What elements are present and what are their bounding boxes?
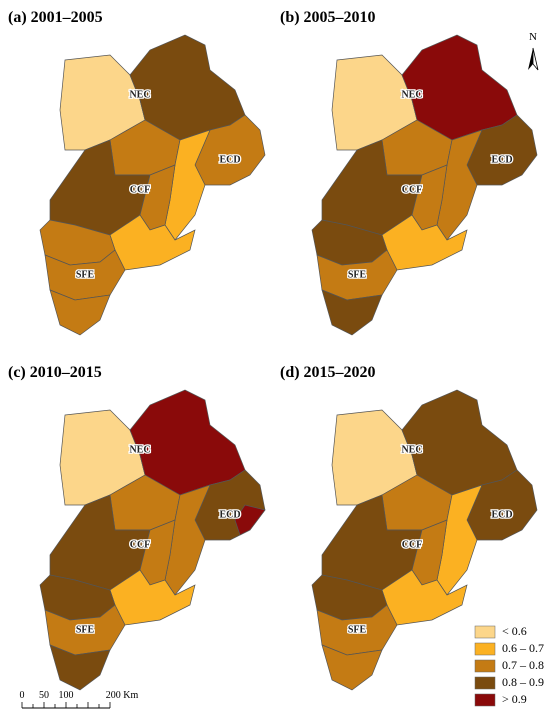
region xyxy=(234,504,266,536)
panel-title: (c) 2010–2015 xyxy=(8,364,102,381)
region-label: SFE xyxy=(76,624,95,635)
region-label: NEC xyxy=(401,444,422,455)
scale-label: 200 Km xyxy=(106,690,139,701)
region-label: ECD xyxy=(219,509,240,520)
legend-label: 0.6 – 0.7 xyxy=(502,641,544,655)
legend-label: 0.7 – 0.8 xyxy=(502,658,544,672)
region-label: ECD xyxy=(491,154,512,165)
region-label: SFE xyxy=(348,624,367,635)
panel-title: (a) 2001–2005 xyxy=(8,9,103,26)
legend-swatch xyxy=(474,693,496,707)
panel-title: (b) 2005–2010 xyxy=(280,9,376,26)
scale-label: 100 xyxy=(59,690,74,701)
map-panel: (c) 2010–2015 NEC CCF ECD SFE xyxy=(8,364,266,691)
north-label: N xyxy=(529,31,537,43)
legend-swatch xyxy=(474,676,496,690)
panel-title: (d) 2015–2020 xyxy=(280,364,376,381)
legend-label: > 0.9 xyxy=(502,692,527,706)
map-panel: (a) 2001–2005 NEC CCF ECD SFE xyxy=(8,9,266,336)
legend-label: < 0.6 xyxy=(502,624,527,638)
legend-swatch xyxy=(474,625,496,639)
north-arrow xyxy=(528,47,539,71)
region-label: CCF xyxy=(130,539,151,550)
region-label: SFE xyxy=(76,269,95,280)
region-label: ECD xyxy=(219,154,240,165)
legend-swatch xyxy=(474,642,496,656)
map-panel: (d) 2015–2020 NEC CCF ECD SFE xyxy=(280,364,538,691)
legend-swatch xyxy=(474,659,496,673)
scale-label: 50 xyxy=(39,690,49,701)
region-label: NEC xyxy=(129,89,150,100)
legend-label: 0.8 – 0.9 xyxy=(502,675,544,689)
region xyxy=(321,644,383,691)
region-label: CCF xyxy=(130,184,151,195)
region-label: CCF xyxy=(402,539,423,550)
region-label: ECD xyxy=(491,509,512,520)
scale-label: 0 xyxy=(20,690,25,701)
map-panel: (b) 2005–2010 NEC CCF ECD SFE xyxy=(280,9,538,336)
region-label: NEC xyxy=(401,89,422,100)
region-label: SFE xyxy=(348,269,367,280)
region xyxy=(321,289,383,336)
region xyxy=(49,644,111,691)
region-label: NEC xyxy=(129,444,150,455)
region xyxy=(49,289,111,336)
region-label: CCF xyxy=(402,184,423,195)
